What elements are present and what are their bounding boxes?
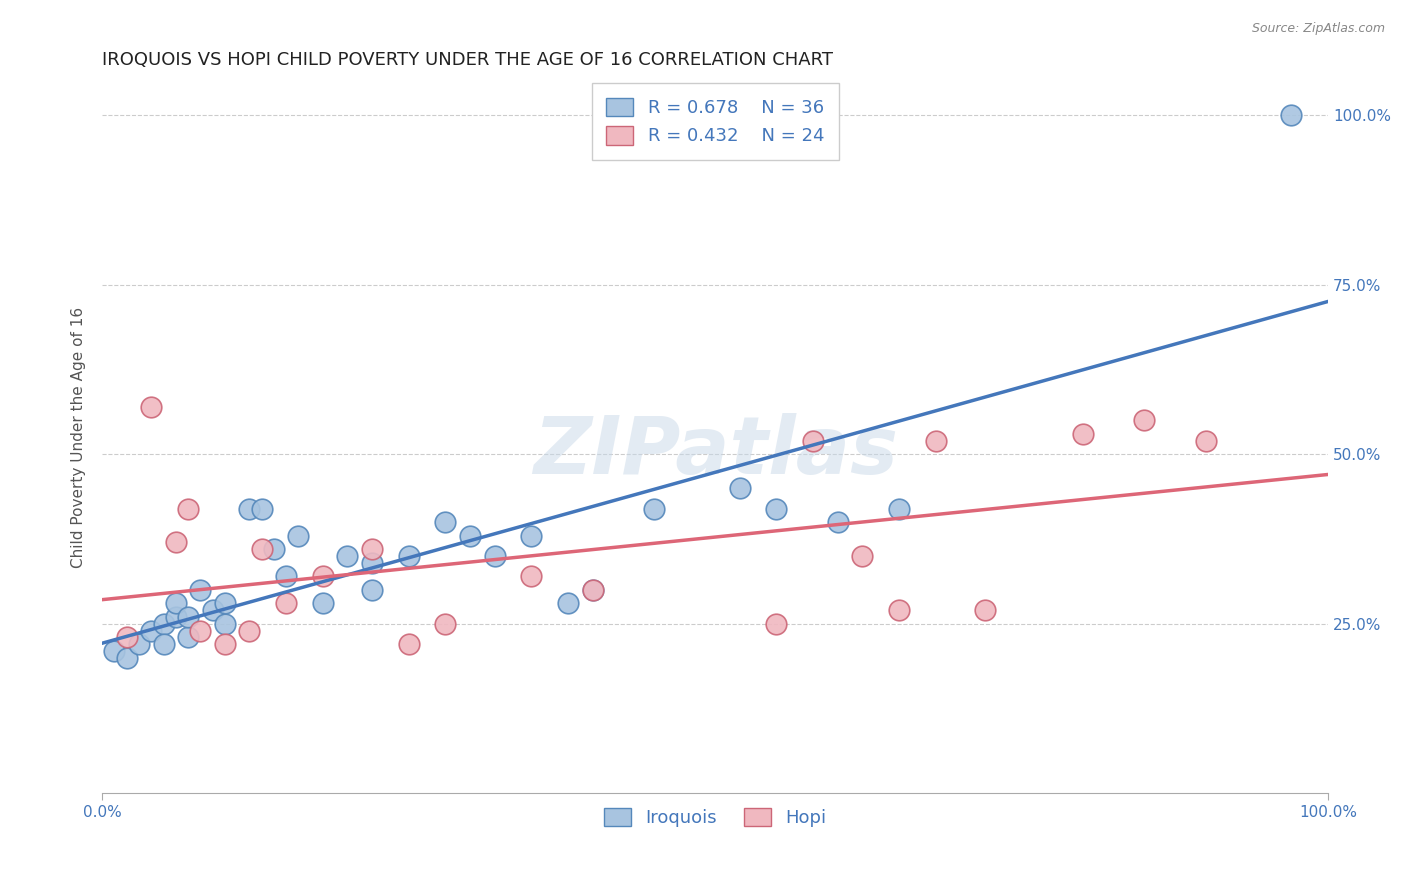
Point xyxy=(851,549,873,563)
Point xyxy=(361,542,384,557)
Point xyxy=(827,515,849,529)
Point xyxy=(1133,413,1156,427)
Point xyxy=(238,501,260,516)
Point xyxy=(973,603,995,617)
Point xyxy=(925,434,948,448)
Point xyxy=(361,582,384,597)
Point xyxy=(177,501,200,516)
Point xyxy=(250,501,273,516)
Point xyxy=(201,603,224,617)
Point xyxy=(214,637,236,651)
Point xyxy=(581,582,603,597)
Point xyxy=(1279,108,1302,122)
Point xyxy=(520,529,543,543)
Point xyxy=(214,616,236,631)
Point xyxy=(765,616,787,631)
Point xyxy=(361,556,384,570)
Point xyxy=(484,549,506,563)
Point xyxy=(141,400,163,414)
Point xyxy=(250,542,273,557)
Point xyxy=(177,610,200,624)
Point xyxy=(165,597,187,611)
Point xyxy=(458,529,481,543)
Point xyxy=(165,610,187,624)
Point xyxy=(274,569,297,583)
Point xyxy=(312,597,335,611)
Point xyxy=(152,616,174,631)
Point xyxy=(115,650,138,665)
Point xyxy=(128,637,150,651)
Point xyxy=(336,549,359,563)
Text: Source: ZipAtlas.com: Source: ZipAtlas.com xyxy=(1251,22,1385,36)
Text: IROQUOIS VS HOPI CHILD POVERTY UNDER THE AGE OF 16 CORRELATION CHART: IROQUOIS VS HOPI CHILD POVERTY UNDER THE… xyxy=(103,51,834,69)
Y-axis label: Child Poverty Under the Age of 16: Child Poverty Under the Age of 16 xyxy=(72,307,86,568)
Point xyxy=(520,569,543,583)
Point xyxy=(398,549,420,563)
Point xyxy=(238,624,260,638)
Point xyxy=(103,644,125,658)
Point xyxy=(887,501,910,516)
Point xyxy=(434,515,457,529)
Text: ZIPatlas: ZIPatlas xyxy=(533,413,897,491)
Point xyxy=(165,535,187,549)
Point xyxy=(765,501,787,516)
Point xyxy=(312,569,335,583)
Point xyxy=(1071,426,1094,441)
Legend: Iroquois, Hopi: Iroquois, Hopi xyxy=(596,800,834,834)
Point xyxy=(263,542,285,557)
Point xyxy=(1194,434,1216,448)
Point xyxy=(728,481,751,495)
Point xyxy=(887,603,910,617)
Point xyxy=(398,637,420,651)
Point xyxy=(557,597,579,611)
Point xyxy=(287,529,309,543)
Point xyxy=(274,597,297,611)
Point xyxy=(801,434,824,448)
Point xyxy=(214,597,236,611)
Point xyxy=(643,501,665,516)
Point xyxy=(581,582,603,597)
Point xyxy=(434,616,457,631)
Point xyxy=(115,631,138,645)
Point xyxy=(141,624,163,638)
Point xyxy=(188,582,211,597)
Point xyxy=(152,637,174,651)
Point xyxy=(177,631,200,645)
Point xyxy=(188,624,211,638)
